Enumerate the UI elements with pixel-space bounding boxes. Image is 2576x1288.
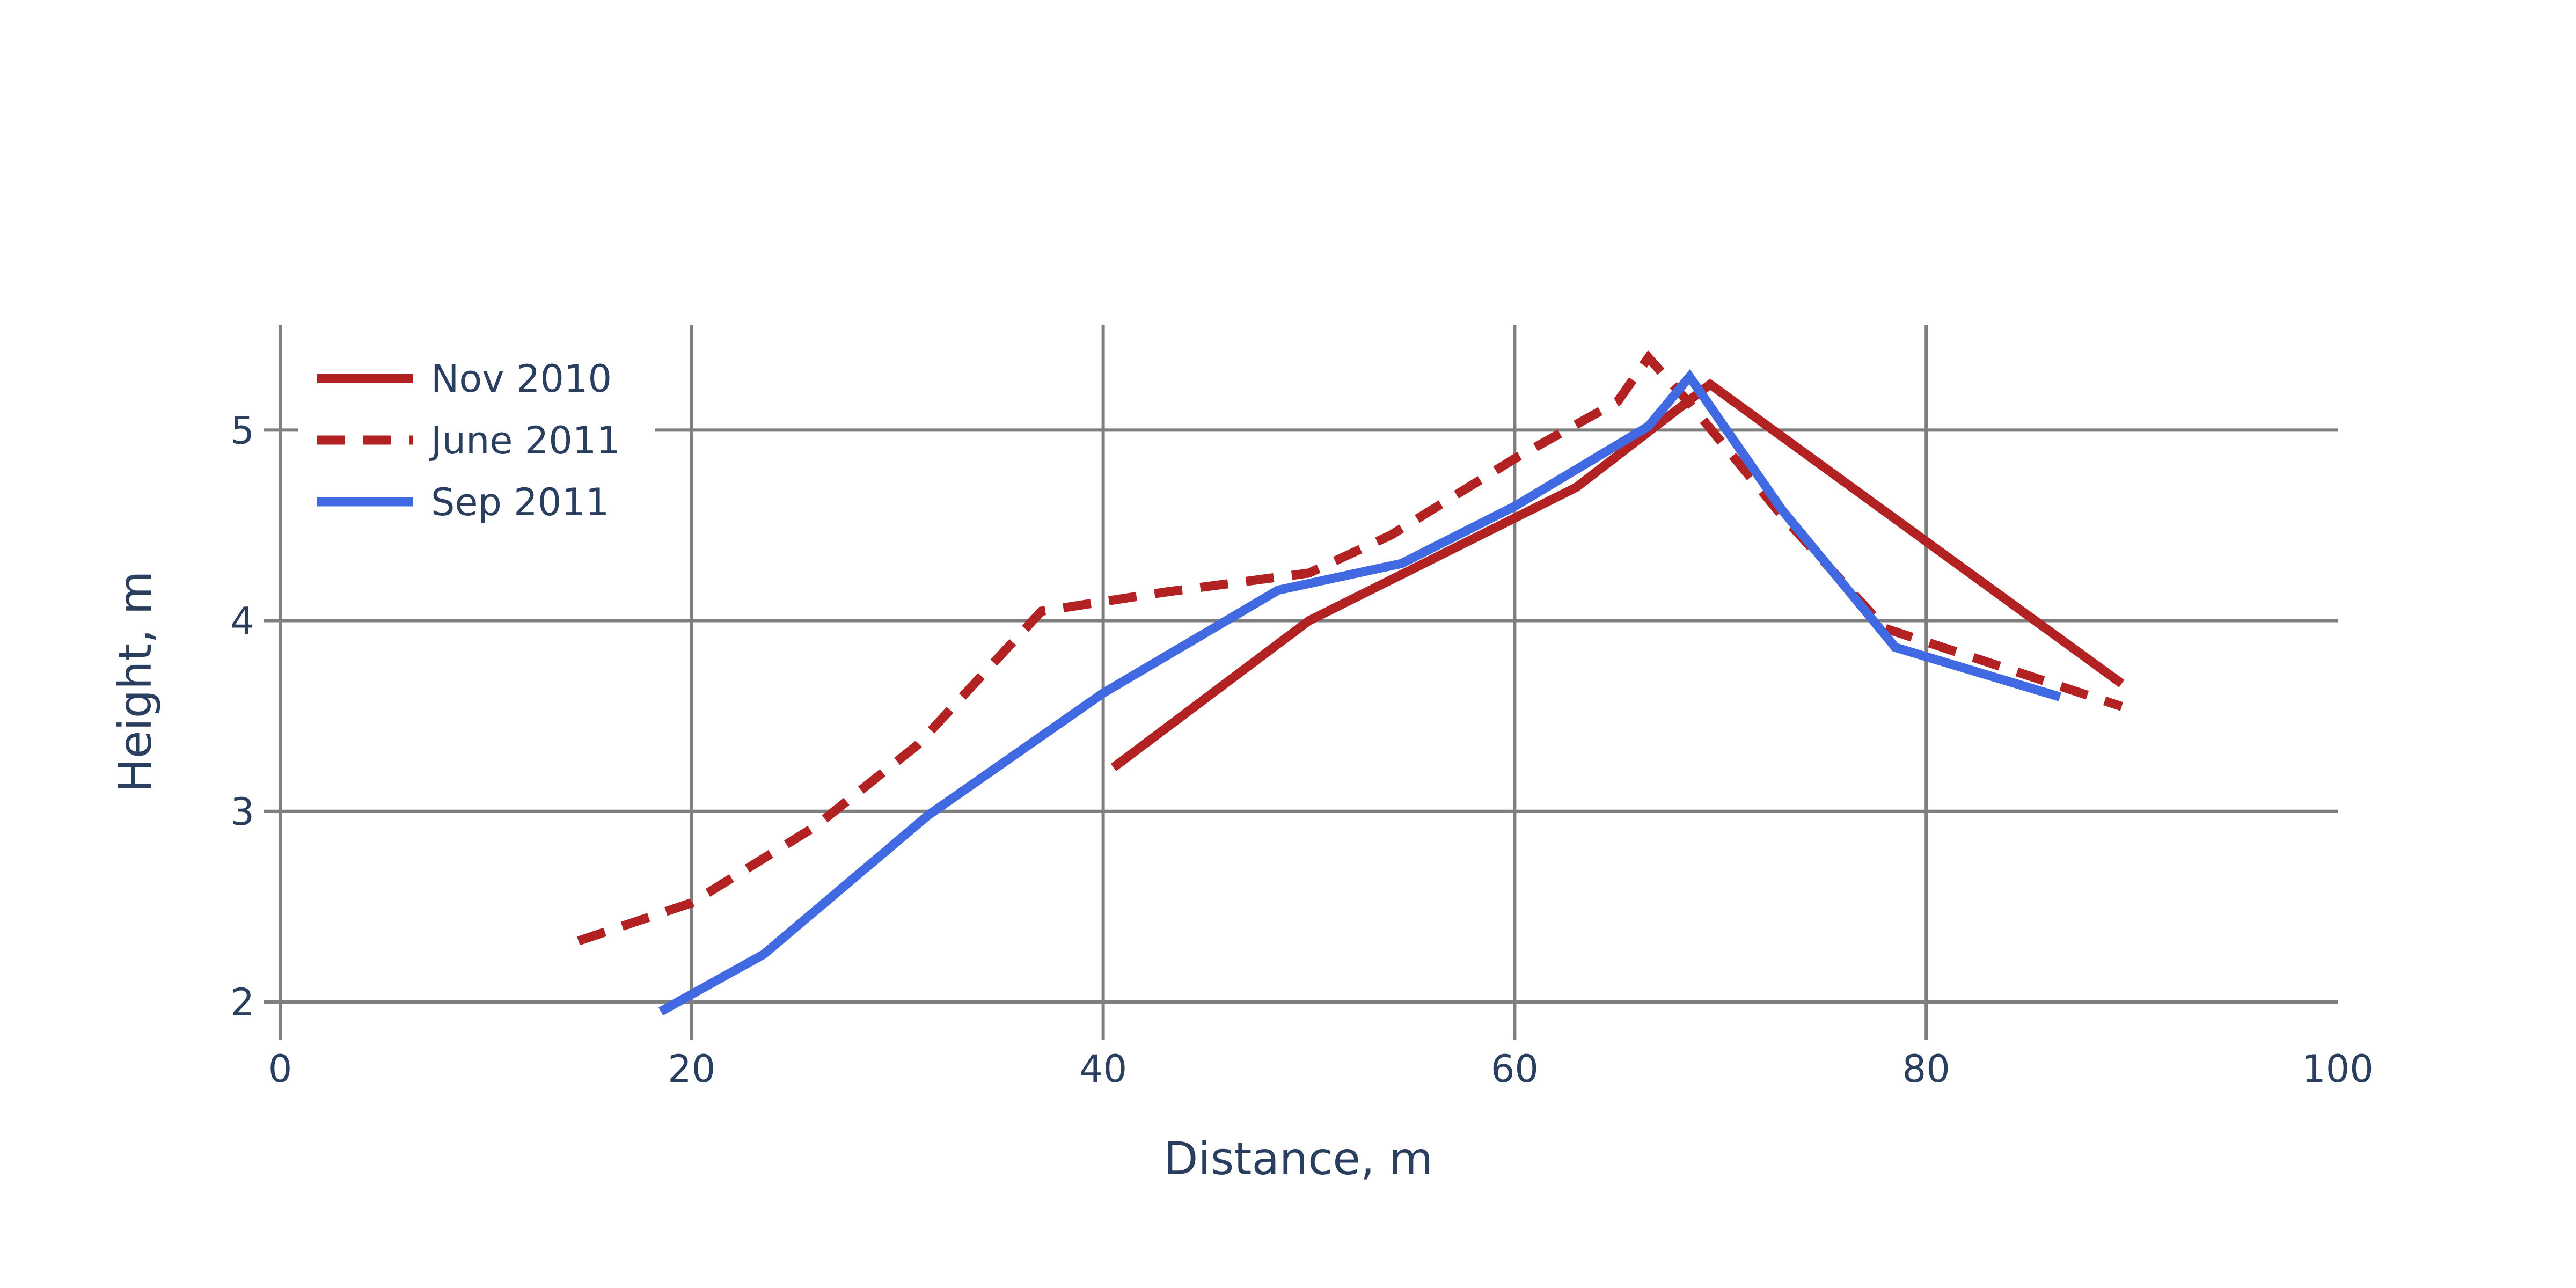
x-tick-labels: 0 20 40 60 80 100 bbox=[268, 1047, 2374, 1091]
x-tick-label-4: 80 bbox=[1902, 1047, 1950, 1091]
series-lines bbox=[577, 350, 2125, 1016]
y-tick-label-3: 5 bbox=[230, 408, 254, 452]
y-tick-label-2: 4 bbox=[230, 599, 254, 643]
y-tick-labels: 2 3 4 5 bbox=[230, 408, 254, 1024]
y-axis-title: Height, m bbox=[109, 571, 162, 793]
y-tick-label-1: 3 bbox=[230, 790, 254, 834]
legend-label-3: Sep 2011 bbox=[431, 480, 609, 524]
x-gridlines bbox=[279, 325, 1928, 1040]
x-tick-label-0: 0 bbox=[268, 1047, 292, 1091]
series-line-2 bbox=[577, 350, 2124, 946]
legend-label-2: June 2011 bbox=[429, 419, 620, 463]
x-tick-label-2: 40 bbox=[1079, 1047, 1127, 1091]
x-axis-title: Distance, m bbox=[1163, 1132, 1433, 1185]
x-tick-label-1: 20 bbox=[668, 1047, 715, 1091]
x-tick-label-5: 100 bbox=[2302, 1047, 2374, 1091]
series-line-1 bbox=[1110, 378, 2125, 771]
legend: Nov 2010 June 2011 Sep 2011 bbox=[298, 338, 655, 537]
y-tick-label-0: 2 bbox=[230, 980, 254, 1024]
legend-label-1: Nov 2010 bbox=[431, 357, 612, 401]
series-line-3 bbox=[658, 369, 2061, 1016]
y-gridlines bbox=[264, 428, 2338, 1004]
x-tick-label-3: 60 bbox=[1491, 1047, 1539, 1091]
